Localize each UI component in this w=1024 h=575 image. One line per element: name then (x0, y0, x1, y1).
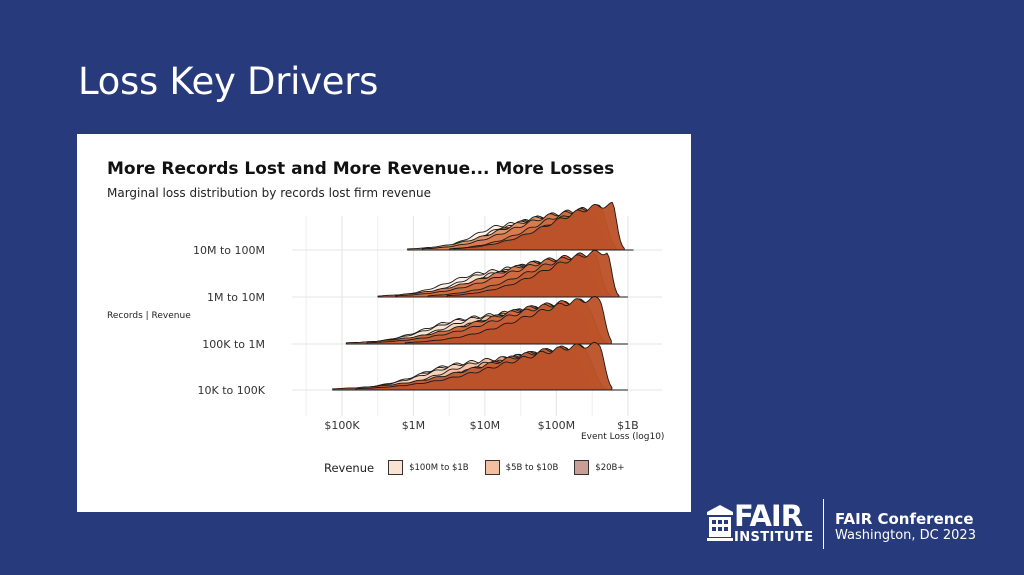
legend-title: Revenue (324, 460, 375, 475)
legend-item: $5B to $10B (484, 460, 559, 475)
x-tick-label: $100M (538, 419, 576, 432)
x-tick-label: $10M (470, 419, 501, 432)
legend-item: $100M to $1B (388, 460, 469, 475)
density-curve (453, 201, 625, 251)
x-tick-label: $1M (402, 419, 426, 432)
chart-legend: Revenue $100M to $1B $5B to $10B $20B+ (324, 460, 632, 475)
slide-title: Loss Key Drivers (78, 60, 379, 103)
y-axis-label: Records | Revenue (107, 311, 191, 321)
chart-subtitle: Marginal loss distribution by records lo… (107, 186, 431, 200)
building-logo-icon (707, 505, 733, 541)
density-curve (446, 249, 620, 298)
chart-card: $100K $1M $10M $100M $1B 10M to 100M 1M to 10M… (77, 134, 691, 512)
y-tick-label: 100K to 1M (202, 338, 265, 351)
chart-title: More Records Lost and More Revenue... Mo… (107, 159, 615, 179)
legend-swatch (388, 460, 404, 475)
brand-logo-institute: INSTITUTE (734, 530, 814, 545)
legend-label: $5B to $10B (505, 462, 559, 473)
y-tick-label: 10K to 100K (198, 384, 266, 397)
brand-divider (823, 499, 824, 549)
density-curve (404, 296, 612, 345)
legend-item: $20B+ (574, 460, 624, 475)
x-tick-label: $100K (324, 419, 360, 432)
fair-institute-branding: FAIR INSTITUTE FAIR Conference Washingto… (707, 497, 1007, 557)
conference-location: Washington, DC 2023 (835, 528, 976, 543)
legend-label: $100M to $1B (409, 462, 469, 473)
conference-name: FAIR Conference (835, 510, 974, 528)
x-axis-label: Event Loss (log10) (581, 432, 665, 442)
ridgeline-chart: $100K $1M $10M $100M $1B 10M to 100M 1M to 10M… (193, 201, 662, 432)
y-tick-label: 1M to 10M (207, 291, 265, 304)
x-tick-label: $1B (617, 419, 639, 432)
y-tick-label: 10M to 100M (193, 244, 265, 257)
legend-swatch (574, 460, 590, 475)
legend-swatch (484, 460, 500, 475)
density-curve (355, 341, 613, 391)
legend-label: $20B+ (595, 462, 625, 473)
brand-logo-fair: FAIR (734, 499, 803, 533)
